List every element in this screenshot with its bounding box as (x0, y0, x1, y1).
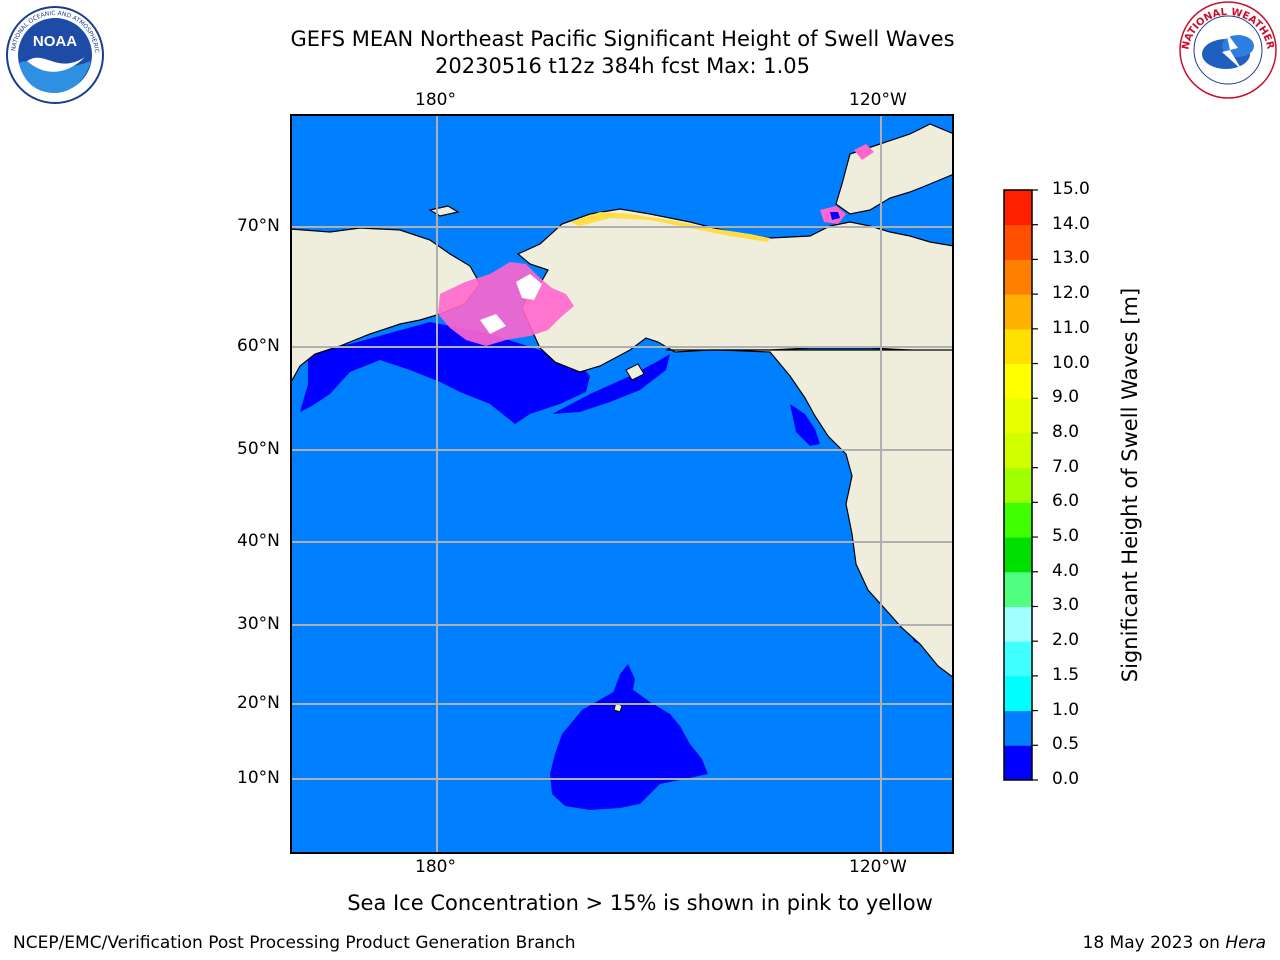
lon-label-bottom-120w: 120°W (849, 857, 907, 877)
colorbar-tick-label: 4.0 (1052, 560, 1080, 581)
colorbar-tick-label: 5.0 (1052, 526, 1080, 547)
colorbar-segment (1004, 328, 1032, 365)
colorbar-segment (1004, 502, 1032, 538)
colorbar-segment (1004, 641, 1032, 677)
chart-title: GEFS MEAN Northeast Pacific Significant … (290, 27, 955, 51)
noaa-logo-icon: NOAA NATIONAL OCEANIC AND ATMOSPHERIC AD… (5, 5, 104, 104)
land-kodiak (625, 363, 645, 381)
colorbar-segment (1004, 537, 1032, 573)
colorbar-frame (1003, 189, 1033, 781)
lat-label-70n: 70°N (237, 216, 280, 236)
colorbar-segment (1004, 398, 1032, 434)
lat-label-40n: 40°N (237, 531, 280, 551)
sea-ice-norton (516, 274, 542, 300)
footer-credit: NCEP/EMC/Verification Post Processing Pr… (13, 933, 576, 953)
sea-ice-caption: Sea Ice Concentration > 15% is shown in … (347, 891, 933, 915)
colorbar-tick-label: 0.5 (1052, 734, 1080, 755)
colorbar-tick-label: 15.0 (1052, 179, 1090, 199)
low-swell-region-gulf (552, 354, 670, 414)
nws-logo-icon: NATIONAL WEATHER SERVICE (1178, 0, 1277, 99)
colorbar-tick-label: 10.0 (1052, 352, 1090, 373)
lon-label-top-120w: 120°W (849, 90, 907, 110)
colorbar-segment (1004, 294, 1032, 330)
colorbar-tick-label: 11.0 (1052, 317, 1090, 338)
colorbar-tick-label: 9.0 (1052, 387, 1080, 408)
sea-ice-arctic-edge (570, 212, 770, 242)
lat-label-60n: 60°N (237, 336, 280, 356)
colorbar-segment (1004, 571, 1032, 607)
lon-label-top-180: 180° (415, 90, 456, 110)
noaa-logo-text: NOAA (33, 33, 77, 50)
lat-label-50n: 50°N (237, 439, 280, 459)
footer-host: Hera (1225, 933, 1266, 953)
map-panel (290, 114, 954, 854)
colorbar-title: Significant Height of Swell Waves [m] (1118, 287, 1142, 683)
colorbar (1003, 189, 1038, 781)
colorbar-segment (1004, 259, 1032, 295)
low-swell-region-hawaii-north (612, 664, 635, 702)
footer-date-text: 18 May 2023 on (1082, 933, 1226, 953)
colorbar-segment (1004, 224, 1032, 260)
map-grid (290, 114, 954, 854)
low-swell-region-coast (790, 404, 820, 446)
colorbar-tick-label: 14.0 (1052, 213, 1090, 234)
colorbar-segment (1004, 363, 1032, 399)
lat-label-20n: 20°N (237, 693, 280, 713)
colorbar-tick-label: 13.0 (1052, 248, 1090, 269)
colorbar-segment (1004, 467, 1032, 503)
sea-ice-bering-core (480, 314, 506, 334)
footer-date: 18 May 2023 on Hera (1083, 933, 1267, 953)
chart-subtitle: 20230516 t12z 384h fcst Max: 1.05 (435, 54, 810, 78)
colorbar-tick-label: 1.5 (1052, 664, 1080, 685)
colorbar-tick-label: 2.0 (1052, 630, 1080, 651)
land-arctic-islands (835, 123, 954, 215)
sea-ice-hudson-core (830, 212, 840, 220)
colorbar-tick-label: 0.0 (1052, 769, 1080, 789)
colorbar-segment (1004, 190, 1032, 226)
colorbar-segment (1004, 432, 1032, 469)
colorbar-segment (1004, 606, 1032, 642)
colorbar-tick-label: 12.0 (1052, 283, 1090, 304)
lat-label-30n: 30°N (237, 614, 280, 634)
colorbar-segment (1004, 710, 1032, 746)
lon-label-bottom-180: 180° (415, 857, 456, 877)
colorbar-tick-label: 6.0 (1052, 491, 1080, 512)
colorbar-segment (1004, 745, 1032, 781)
colorbar-tick-label: 8.0 (1052, 421, 1080, 442)
sea-ice-north-islands (854, 144, 874, 160)
colorbar-segment (1004, 675, 1032, 712)
colorbar-tick-label: 7.0 (1052, 456, 1080, 477)
lat-label-10n: 10°N (237, 768, 280, 788)
colorbar-tick-label: 1.0 (1052, 699, 1080, 720)
map-frame (290, 114, 954, 854)
colorbar-tick-label: 3.0 (1052, 595, 1080, 616)
